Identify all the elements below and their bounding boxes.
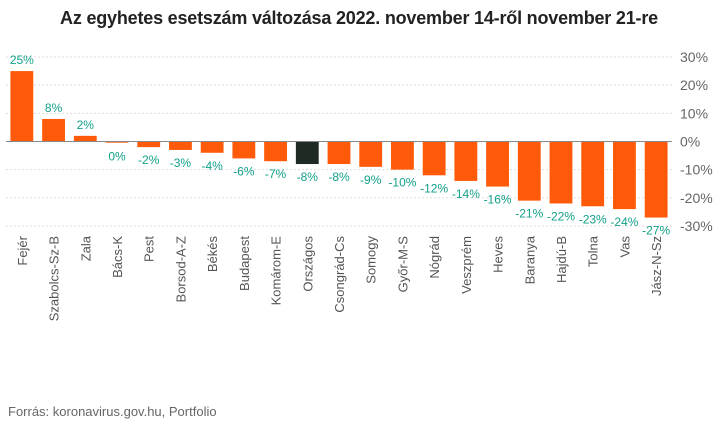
y-tick-label: 20% [680,77,708,93]
bar [644,141,668,218]
category-label: Bács-K [110,236,125,278]
source-note: Forrás: koronavirus.gov.hu, Portfolio [8,404,217,419]
y-tick-label: 30% [680,49,708,65]
category-label: Csongrád-Cs [332,236,347,313]
data-label: -6% [233,164,255,178]
bar [422,141,446,176]
bar [359,141,383,167]
category-label: Veszprém [459,236,474,294]
data-label: -7% [265,167,287,181]
category-label: Pest [142,236,157,262]
category-label: Győr-M-S [395,236,410,293]
data-label: 0% [108,150,126,164]
category-label: Budapest [237,236,252,291]
data-label: -16% [484,193,512,207]
bar [295,141,319,165]
data-label: -12% [420,181,448,195]
bar [42,118,65,142]
category-label: Heves [491,236,506,273]
bar [613,141,636,210]
data-label: -21% [515,207,543,221]
category-label: Somogy [364,236,379,284]
data-label: -4% [201,159,223,173]
bar [581,141,605,207]
category-label: Fejér [15,235,30,265]
bar [264,141,287,162]
bar [73,135,97,142]
data-label: 8% [45,101,63,115]
category-label: Szabolcs-Sz-B [47,236,62,321]
category-label: Borsod-A-Z [173,236,188,303]
bar [486,141,509,187]
bar [517,141,541,201]
y-tick-label: -30% [680,218,713,234]
bar [169,141,192,150]
category-label: Zala [78,235,93,261]
data-label: -8% [328,170,350,184]
chart-title: Az egyhetes esetszám változása 2022. nov… [60,8,658,28]
data-label: -2% [138,153,160,167]
data-label: -8% [297,170,319,184]
category-label: Tolna [586,235,601,267]
y-tick-label: 0% [680,134,700,150]
category-label: Országos [300,236,315,292]
data-label: -14% [452,187,480,201]
gridlines [6,56,672,227]
bar [137,141,161,148]
bar [327,141,351,165]
data-label: 2% [77,118,95,132]
data-label: 25% [10,53,34,67]
bar [232,141,256,159]
data-label: -9% [360,173,382,187]
bars [10,71,668,218]
data-label: -22% [547,209,575,223]
category-label: Jász-N-Sz [649,236,664,296]
data-label: -27% [642,224,670,238]
category-label: Békés [205,236,220,273]
y-tick-label: 10% [680,105,708,121]
y-tick-label: -20% [680,190,713,206]
data-label: -24% [610,215,638,229]
category-label: Nógrád [427,236,442,279]
category-label: Vas [617,236,632,258]
bar [391,141,414,170]
data-label: -23% [579,212,607,226]
bar [549,141,573,204]
data-label: -10% [388,176,416,190]
x-axis: Fejér Szabolcs-Sz-B Zala Bács-K Pest Borsod-A… [15,235,664,321]
y-tick-label: -10% [680,162,713,178]
data-labels: 25% 8% 2% 0% -2% -3% -4% -6% -7% -8% -8% -9% -10% -12… [10,53,671,237]
category-label: Hajdú-B [554,236,569,283]
category-label: Komárom-E [269,236,284,306]
bar [105,141,129,143]
category-label: Baranya [522,235,537,284]
bar [200,141,224,153]
bar [10,71,34,142]
data-label: -3% [170,156,192,170]
y-axis: 30% 20% 10% 0% -10% -20% -30% [680,49,713,234]
bar [454,141,478,181]
